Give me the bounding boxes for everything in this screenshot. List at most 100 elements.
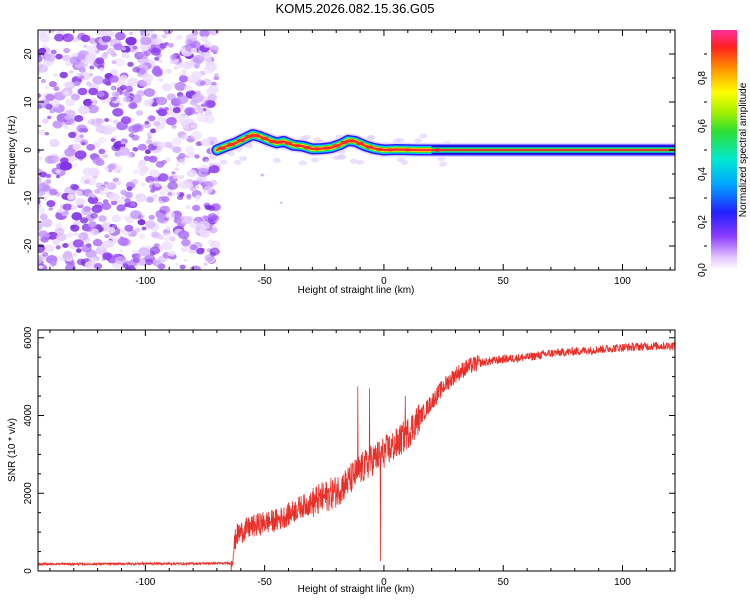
noise-blob xyxy=(31,183,37,188)
noise-blob xyxy=(154,38,163,45)
noise-blob xyxy=(62,54,71,62)
noise-blob xyxy=(72,239,84,248)
noise-blob xyxy=(132,147,139,152)
noise-blob xyxy=(78,67,86,73)
ridge-hotspot xyxy=(276,140,285,144)
noise-blob xyxy=(87,104,99,114)
noise-blob xyxy=(189,186,196,192)
noise-blob xyxy=(207,239,215,245)
noise-blob xyxy=(183,258,188,262)
noise-blob xyxy=(52,120,63,129)
noise-blob xyxy=(152,94,159,99)
colorbar-tick-label: 0.0 xyxy=(697,263,708,277)
colorbar-tick-label: 0.4 xyxy=(697,167,708,181)
noise-blob xyxy=(194,111,199,115)
ridge-hotspot xyxy=(356,141,365,146)
page-title: KOM5.2026.082.15.36.G05 xyxy=(275,1,435,16)
noise-blob xyxy=(88,52,97,59)
noise-blob xyxy=(177,63,184,68)
noise-blob xyxy=(414,138,423,144)
noise-blob xyxy=(66,232,74,238)
top-x-axis-label: Height of straight line (km) xyxy=(298,285,415,296)
noise-blob xyxy=(92,230,99,235)
noise-blob xyxy=(196,113,209,123)
noise-blob xyxy=(130,94,143,104)
noise-blob xyxy=(167,42,175,48)
noise-blob xyxy=(88,87,99,96)
noise-blob xyxy=(164,141,173,148)
noise-blob xyxy=(44,132,50,136)
noise-blob xyxy=(94,188,101,194)
y-tick-label: 6000 xyxy=(23,326,34,349)
noise-blob xyxy=(157,173,169,182)
noise-blob xyxy=(175,263,180,267)
noise-blob xyxy=(148,180,154,185)
ridge-hotspot xyxy=(433,148,442,152)
noise-blob xyxy=(180,134,189,141)
noise-blob xyxy=(165,211,176,220)
noise-blob xyxy=(62,251,73,260)
colorbar-tick-label: 0.8 xyxy=(697,71,708,85)
noise-blob xyxy=(98,148,106,155)
noise-blob xyxy=(191,71,203,80)
noise-blob xyxy=(131,178,139,185)
noise-blob xyxy=(168,60,174,65)
noise-blob xyxy=(132,45,138,50)
ridge-hotspot xyxy=(236,138,245,142)
noise-blob xyxy=(132,66,141,73)
x-tick-label: -100 xyxy=(135,276,155,287)
noise-blob xyxy=(151,231,159,238)
noise-blob xyxy=(40,218,53,228)
noise-blob xyxy=(49,188,58,196)
noise-blob xyxy=(209,247,220,256)
noise-blob xyxy=(119,75,128,81)
noise-blob xyxy=(59,161,72,171)
noise-blob xyxy=(181,216,193,225)
noise-blob xyxy=(146,132,152,137)
snr-axes: -100 -50 0 50 100 0 2000 4000 6000 xyxy=(23,326,675,588)
noise-blob xyxy=(91,118,102,127)
noise-blob xyxy=(38,54,43,63)
noise-blob xyxy=(178,175,185,180)
noise-blob xyxy=(260,173,265,177)
noise-blob xyxy=(124,265,136,270)
noise-blob xyxy=(186,60,196,68)
noise-blob xyxy=(40,213,48,220)
noise-blob xyxy=(50,261,57,266)
noise-blob xyxy=(32,157,37,161)
noise-blob xyxy=(158,77,164,82)
noise-blob xyxy=(91,204,103,214)
noise-blob xyxy=(63,47,71,54)
noise-blob xyxy=(76,124,88,133)
noise-blob xyxy=(132,249,138,255)
noise-blob xyxy=(103,181,109,185)
noise-blob xyxy=(99,67,105,72)
noise-blob xyxy=(146,196,154,203)
noise-blob xyxy=(114,93,119,97)
noise-blob xyxy=(154,56,160,61)
noise-blob xyxy=(161,196,170,203)
noise-blob xyxy=(86,81,92,87)
noise-blob xyxy=(39,171,47,178)
noise-blob xyxy=(68,70,74,74)
noise-blob xyxy=(111,60,117,65)
noise-blob xyxy=(111,214,121,223)
noise-blob xyxy=(102,199,109,204)
noise-blob xyxy=(156,234,164,240)
noise-blob xyxy=(174,167,180,171)
noise-blob xyxy=(198,108,205,114)
ridge-hotspot xyxy=(217,146,226,150)
noise-blob xyxy=(55,223,63,229)
noise-blob xyxy=(93,141,102,148)
noise-blob xyxy=(206,100,216,108)
noise-blob xyxy=(210,48,216,53)
noise-blob xyxy=(108,192,121,202)
noise-blob xyxy=(150,128,156,134)
noise-blob xyxy=(132,257,140,264)
noise-blob xyxy=(155,109,161,114)
noise-blob xyxy=(75,190,83,196)
noise-blob xyxy=(102,124,114,134)
noise-blob xyxy=(143,88,156,97)
noise-blob xyxy=(118,249,124,253)
noise-blob xyxy=(70,224,76,229)
